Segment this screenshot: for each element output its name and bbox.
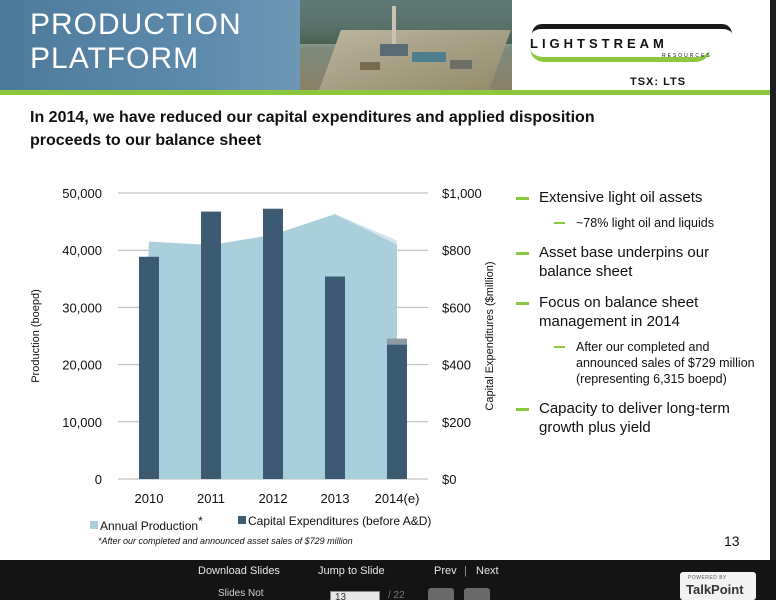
right-tick-label: $0 bbox=[442, 472, 456, 487]
bullet-dash bbox=[516, 197, 529, 200]
capex-bar bbox=[387, 344, 407, 479]
x-tick-label: 2014(e) bbox=[375, 491, 420, 506]
bullet-item: Capacity to deliver long-term growth plu… bbox=[514, 399, 764, 437]
talkpoint-logo: TalkPoint bbox=[686, 582, 744, 597]
sub-bullet-dash bbox=[554, 222, 565, 224]
slide-number: 13 bbox=[724, 533, 740, 549]
legend-label-production: Annual Production bbox=[100, 519, 199, 533]
talkpoint-badge[interactable]: POWERED BY TalkPoint bbox=[680, 572, 756, 600]
left-tick-label: 0 bbox=[95, 472, 102, 487]
slide-header: PRODUCTION PLATFORM LIGHTSTREAM RESOURCE… bbox=[0, 0, 770, 96]
powered-by-label: POWERED BY bbox=[688, 575, 727, 581]
legend-swatch-capex bbox=[238, 516, 246, 524]
logo-subtext: RESOURCES bbox=[662, 53, 712, 59]
production-area-after-disposition bbox=[335, 214, 397, 245]
bullet-item: Focus on balance sheet management in 201… bbox=[514, 293, 764, 331]
bullet-list: Extensive light oil assets ~78% light oi… bbox=[514, 188, 764, 449]
lightstream-logo: LIGHTSTREAM RESOURCES TSX: LTS bbox=[512, 0, 770, 90]
sub-bullet-dash bbox=[554, 346, 565, 348]
chart-svg: 0 $0 10,000 $200 20,000 $400 30,000 $600 40,000 $… bbox=[30, 186, 496, 506]
slide-total: / 22 bbox=[388, 590, 405, 600]
sub-bullet-text: ~78% light oil and liquids bbox=[576, 216, 714, 230]
bullet-text: Extensive light oil assets bbox=[539, 189, 703, 206]
legend-label-capex: Capital Expenditures (before A&D) bbox=[248, 514, 432, 528]
x-tick-label: 2012 bbox=[259, 491, 288, 506]
x-tick-label: 2011 bbox=[197, 491, 225, 506]
slide-subtitle: In 2014, we have reduced our capital exp… bbox=[30, 109, 595, 149]
left-tick-label: 40,000 bbox=[62, 243, 102, 258]
bullet-text: Asset base underpins our balance sheet bbox=[539, 244, 710, 280]
prev-arrow-button[interactable] bbox=[428, 588, 454, 600]
jump-to-slide-link[interactable]: Jump to Slide bbox=[318, 565, 385, 577]
next-arrow-button[interactable] bbox=[464, 588, 490, 600]
bullet-dash bbox=[516, 252, 529, 255]
capex-bar-divested-portion bbox=[387, 338, 407, 345]
download-slides-link[interactable]: Download Slides bbox=[198, 565, 280, 577]
equipment-block bbox=[412, 52, 446, 62]
capex-bar bbox=[325, 276, 345, 479]
right-tick-label: $200 bbox=[442, 415, 471, 430]
x-tick-label: 2013 bbox=[321, 491, 350, 506]
production-capex-chart: 0 $0 10,000 $200 20,000 $400 30,000 $600 40,000 $… bbox=[0, 180, 510, 510]
legend-footnote-mark: * bbox=[198, 514, 203, 528]
bullet-text: Focus on balance sheet management in 201… bbox=[539, 294, 699, 330]
sub-bullet-text: After our completed and announced sales … bbox=[576, 340, 755, 386]
capex-bar bbox=[263, 208, 283, 480]
chart-legend: Annual Production* Capital Expenditures … bbox=[90, 514, 510, 533]
title-panel: PRODUCTION PLATFORM bbox=[0, 0, 300, 90]
player-controls: Download Slides Jump to Slide Prev | Nex… bbox=[0, 560, 776, 600]
right-axis-title: Capital Expenditures ($million) bbox=[484, 261, 496, 410]
equipment-block bbox=[450, 60, 472, 69]
capex-bar-layer bbox=[139, 208, 407, 480]
chart-footnote: *After our completed and announced asset… bbox=[98, 536, 353, 546]
slide-title-line-1: PRODUCTION bbox=[30, 8, 242, 41]
nav-separator: | bbox=[464, 565, 467, 577]
left-tick-label: 10,000 bbox=[62, 415, 102, 430]
legend-item-capex: Capital Expenditures (before A&D) bbox=[238, 514, 431, 528]
slide-number-input[interactable] bbox=[330, 591, 380, 600]
left-tick-label: 50,000 bbox=[62, 186, 102, 201]
capex-bar bbox=[201, 211, 221, 479]
left-tick-label: 30,000 bbox=[62, 300, 102, 315]
sub-bullet-item: After our completed and announced sales … bbox=[514, 339, 764, 387]
logo-swoosh-top bbox=[532, 24, 732, 34]
slide: PRODUCTION PLATFORM LIGHTSTREAM RESOURCE… bbox=[0, 0, 776, 560]
capex-bar bbox=[139, 256, 159, 479]
header-rule bbox=[0, 90, 770, 95]
sub-bullet-item: ~78% light oil and liquids bbox=[514, 215, 764, 231]
logo-swoosh-bottom bbox=[530, 48, 710, 62]
bullet-item: Extensive light oil assets bbox=[514, 188, 764, 207]
bullet-dash bbox=[516, 408, 529, 411]
legend-item-production: Annual Production* bbox=[90, 514, 203, 533]
x-tick-label: 2010 bbox=[135, 491, 164, 506]
prev-link[interactable]: Prev bbox=[434, 565, 457, 577]
slides-not-label: Slides Not bbox=[218, 588, 264, 599]
equipment-block bbox=[380, 44, 408, 56]
legend-swatch-production bbox=[90, 521, 98, 529]
drilling-site-photo bbox=[300, 0, 512, 90]
bullet-text: Capacity to deliver long-term growth plu… bbox=[539, 400, 730, 436]
ticker-symbol: TSX: LTS bbox=[630, 76, 687, 88]
right-tick-label: $1,000 bbox=[442, 186, 482, 201]
chart-labels: 0 $0 10,000 $200 20,000 $400 30,000 $600 40,000 $… bbox=[30, 186, 496, 506]
next-link[interactable]: Next bbox=[476, 565, 499, 577]
left-tick-label: 20,000 bbox=[62, 358, 102, 373]
right-tick-label: $400 bbox=[442, 358, 471, 373]
drilling-rig bbox=[392, 6, 396, 46]
right-tick-label: $800 bbox=[442, 243, 471, 258]
bullet-dash bbox=[516, 302, 529, 305]
equipment-block bbox=[360, 62, 380, 70]
left-axis-title: Production (boepd) bbox=[30, 289, 42, 383]
slide-title-line-2: PLATFORM bbox=[30, 42, 200, 75]
bullet-item: Asset base underpins our balance sheet bbox=[514, 243, 764, 281]
right-tick-label: $600 bbox=[442, 300, 471, 315]
